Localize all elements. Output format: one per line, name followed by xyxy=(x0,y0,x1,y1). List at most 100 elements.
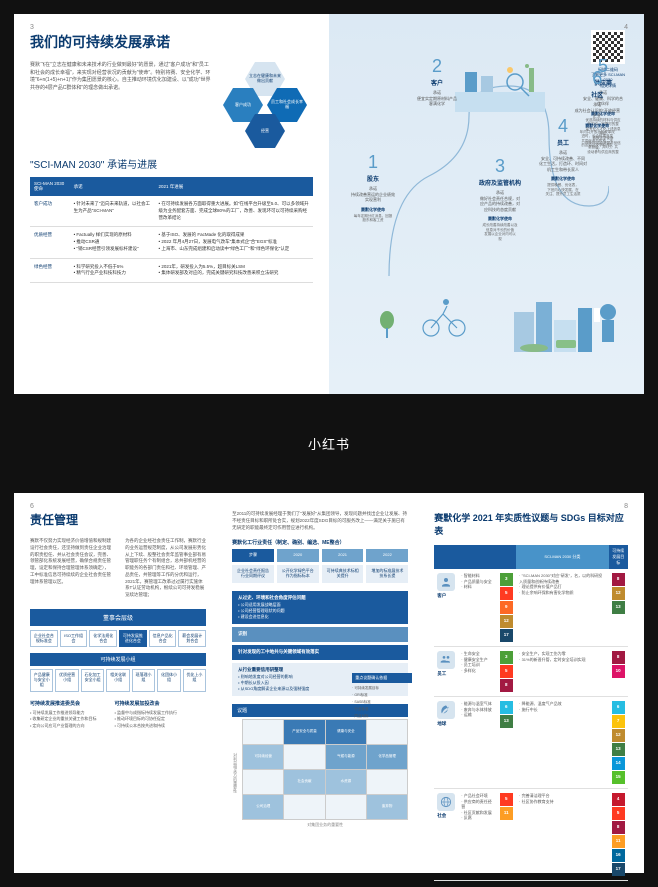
hex-diagram: 立志在健康和未来做出贡献 客户成功 员工和社会成长幸福 经营 xyxy=(223,62,313,142)
sdg-badge-8: 8 xyxy=(612,651,625,664)
side-list-title: 重点议题确认依据 xyxy=(352,673,412,683)
proc-cell: 增加的标准展技术技系长提 xyxy=(366,565,408,583)
matrix-cell: 废弃物 xyxy=(367,795,407,819)
org-box: 企业社会合规标准会 xyxy=(30,630,58,648)
sdg-desc: · "SCI-MAN 2030"对应"研发"，名，以的科研投入质量和创新持续改善… xyxy=(516,569,608,647)
th-0: SCI-MAN 2030 使命 xyxy=(30,177,70,196)
sdg-badge-4: 4 xyxy=(612,793,625,806)
intro-text: 赛默飞在"立志在健康和未来技术的行业做到最好"的愿景，通过"客户成功"和"员工和… xyxy=(30,62,211,142)
proc-cell: 公开化学绿色平台作为指标标本 xyxy=(277,565,319,583)
sdg-col-2: 810 xyxy=(609,647,628,697)
org-box: 可持发展推进化合会 xyxy=(119,630,147,648)
spread-2: 6 责任管理 赛默不仅努力实现经济价值增值和规制建设行社会责任，还坚持做到责任企… xyxy=(14,493,644,873)
sdg-badge-5: 5 xyxy=(500,793,513,806)
journey-step-3: 3政府及监管机构承诺 做好社会责任合规，对 应产品的持续改善，对 应科技的态度贡… xyxy=(479,156,521,242)
sdg-badge-10: 10 xyxy=(612,665,625,678)
matrix-x-axis: 对集团业务的重要性 xyxy=(242,822,408,828)
sdg-badge-5: 5 xyxy=(612,807,625,820)
table-cell: 客户成功 xyxy=(30,196,70,227)
table-cell: 优质经营 xyxy=(30,227,70,258)
sdg-th xyxy=(434,545,497,569)
sdg-th: SCI-MAN 2030 分类 xyxy=(516,545,608,569)
table-cell: • 在可持续发展各方面取得重大进展。如"在线平台升级至5.0、可以多领域升级为业… xyxy=(155,196,314,227)
org-box: 化学法规化合会 xyxy=(89,630,117,648)
sdg-table: SCI-MAN 2030 分类可持续发展目标 客户· 智能材料 · 产品质量与安… xyxy=(434,545,628,881)
page-number: 8 xyxy=(624,503,628,510)
page-number: 3 xyxy=(30,24,34,31)
org-box: 优质经营小组 xyxy=(55,669,78,691)
sdg-badge-7: 7 xyxy=(612,715,625,728)
sdg-category: 地球 xyxy=(434,697,458,789)
city-illustration xyxy=(514,272,624,352)
table-cell: • 针对未来了"迈向未来轨道，以社会工生为产品"SCI-MAN" xyxy=(70,196,155,227)
matrix-cell: 气候与能源 xyxy=(326,745,366,769)
sdg-badge-5: 5 xyxy=(500,587,513,600)
body-p2: 为各的企业经社会责任工作制，赛默行业的业务运营规范制度，从公司发展形势化从上下续… xyxy=(125,538,206,599)
sdg-desc: · 降能源、温度气产品效 · 施行中长 xyxy=(516,697,608,789)
sdg-col-2: 6712131415 xyxy=(609,697,628,789)
journey-step-6: 6社区承诺 成为社会认识的"开放经营 企业"赛默化学使命年内共开放社区改革改 进… xyxy=(575,68,620,153)
matrix-cell: 水资源 xyxy=(326,770,366,794)
org-box: 石化加工安全小组 xyxy=(81,669,104,691)
sdg-desc: · 安全生产，实现工伤为零 · 31%的新晋升管，定时安全培训实现 xyxy=(516,647,608,697)
matrix-cell: 可持续经营 xyxy=(243,745,283,769)
proc-header: 2022 xyxy=(366,549,408,562)
org-box: 薪会发展计划合会 xyxy=(178,630,206,648)
sdg-badge-8: 8 xyxy=(612,821,625,834)
th-2: 2021 年进展 xyxy=(155,177,314,196)
sdg-badge-13: 13 xyxy=(612,743,625,756)
info-band: 从过史、环境和社会角度评估问题• 公司适用发展战略层面 • 公司经营管理现状的问… xyxy=(232,591,408,624)
proc-cell: 可持续典技术标相关提升 xyxy=(322,565,364,583)
sdg-badge-11: 11 xyxy=(500,807,513,820)
sdg-category: 社会 xyxy=(434,789,458,881)
bullet-column: 可持续发展加投改会• 监督中与成指标持续发展工作执行• 推动环境目标的可协任促定… xyxy=(115,700,200,729)
org-box: 现落理小组 xyxy=(132,669,155,691)
info-band: 针对发现的工中地共与关键领域有效落实 xyxy=(232,645,408,660)
sdg-badge-16: 16 xyxy=(612,849,625,862)
sdg-th xyxy=(497,545,516,569)
side-item: · 同业对标 xyxy=(352,713,412,720)
sdg-badge-15: 15 xyxy=(612,771,625,784)
sdg-col-1: 358 xyxy=(497,647,516,697)
sdg-badge-13: 13 xyxy=(612,601,625,614)
mid-intro: 至2011的可持续发展经理于我们了"发展好"从集团领导，发现问题并找出企业让发展… xyxy=(232,511,408,531)
matrix-cell xyxy=(284,745,324,769)
sdg-badge-12: 12 xyxy=(500,615,513,628)
stakeholder-journey: 1股东承诺 持续改善营运的企业绩效 实现营利赛默化学使命每年定期分红派息，回报 … xyxy=(345,32,628,362)
sdg-badge-17: 17 xyxy=(500,629,513,642)
table-cell: • 科学研究投入不低于5% • 精气行业产业科技科技力 xyxy=(70,258,155,283)
sdg-badge-17: 17 xyxy=(612,863,625,876)
journey-step-1: 1股东承诺 持续改善营运的企业绩效 实现营利赛默化学使命每年定期分红派息，回报 … xyxy=(351,152,395,223)
matrix-cell xyxy=(326,795,366,819)
org-box: 产品健康与安全小组 xyxy=(30,669,53,691)
sdg-col-2: 458111617 xyxy=(609,789,628,881)
page-4: 4 扫描二维码 了解更多 SCI-MAN 2030 相关详情 1股东承诺 持续改… xyxy=(329,14,644,394)
sdg-col-1: 3591217 xyxy=(497,569,516,647)
side-item: · 可持续发展目标 xyxy=(352,685,412,692)
matrix-y-axis: 对利益相关方的重要性 xyxy=(232,719,238,828)
matrix-cell xyxy=(284,795,324,819)
sdg-badge-6: 6 xyxy=(500,701,513,714)
matrix-cell: 健康与安全 xyxy=(326,720,366,744)
sdg-badge-8: 8 xyxy=(612,573,625,586)
side-item: · GRI标准 xyxy=(352,692,412,699)
sdg-issues: · 产品社会环境 · 供应商的责任经营 · 社区贡献和发展 · 反腐 xyxy=(458,789,497,881)
table-cell: • 2021年，研发投入为5.5%，超目标关LSM • 集体研发部及对应的，完成… xyxy=(155,258,314,283)
table-cell: • 基于ISO、发展的 FacMade 化的取得成果 • 2022 年月4月27… xyxy=(155,227,314,258)
body-p1: 赛默不仅努力实现经济价值增值和规制建设行社会责任，还坚持做到责任企业治理的职责担… xyxy=(30,538,111,599)
sdg-badge-8: 8 xyxy=(500,679,513,692)
page-number: 6 xyxy=(30,503,34,510)
bullet-column: 可持续发展推进委员会• 可持续发展工作推进领导能力• 收集研定企业的重技关键工作… xyxy=(30,700,115,729)
sdg-badge-6: 6 xyxy=(612,701,625,714)
sdg-issues: · 智能材料 · 产品质量与安全 · 材料 xyxy=(458,569,497,647)
matrix-cell: 化学品管理 xyxy=(367,745,407,769)
sdg-category: 员工 xyxy=(434,647,458,697)
sdg-table-title: 赛默化学 2021 年实质性议题与 SDGs 目标对应表 xyxy=(434,511,628,537)
sdg-badge-3: 3 xyxy=(500,573,513,586)
tree-icon xyxy=(377,310,397,340)
side-item: · SASB标准 xyxy=(352,699,412,706)
sdg-col-2: 81213 xyxy=(609,569,628,647)
page-3: 3 我们的可持续发展承诺 赛默飞在"立志在健康和未来技术的行业做到最好"的愿景，… xyxy=(14,14,329,394)
side-list: 重点议题确认依据 · 可持续发展目标· GRI标准· SASB标准· 行业标准·… xyxy=(352,673,412,720)
page-8: 8 赛默化学 2021 年实质性议题与 SDGs 目标对应表 SCI-MAN 2… xyxy=(418,493,644,873)
